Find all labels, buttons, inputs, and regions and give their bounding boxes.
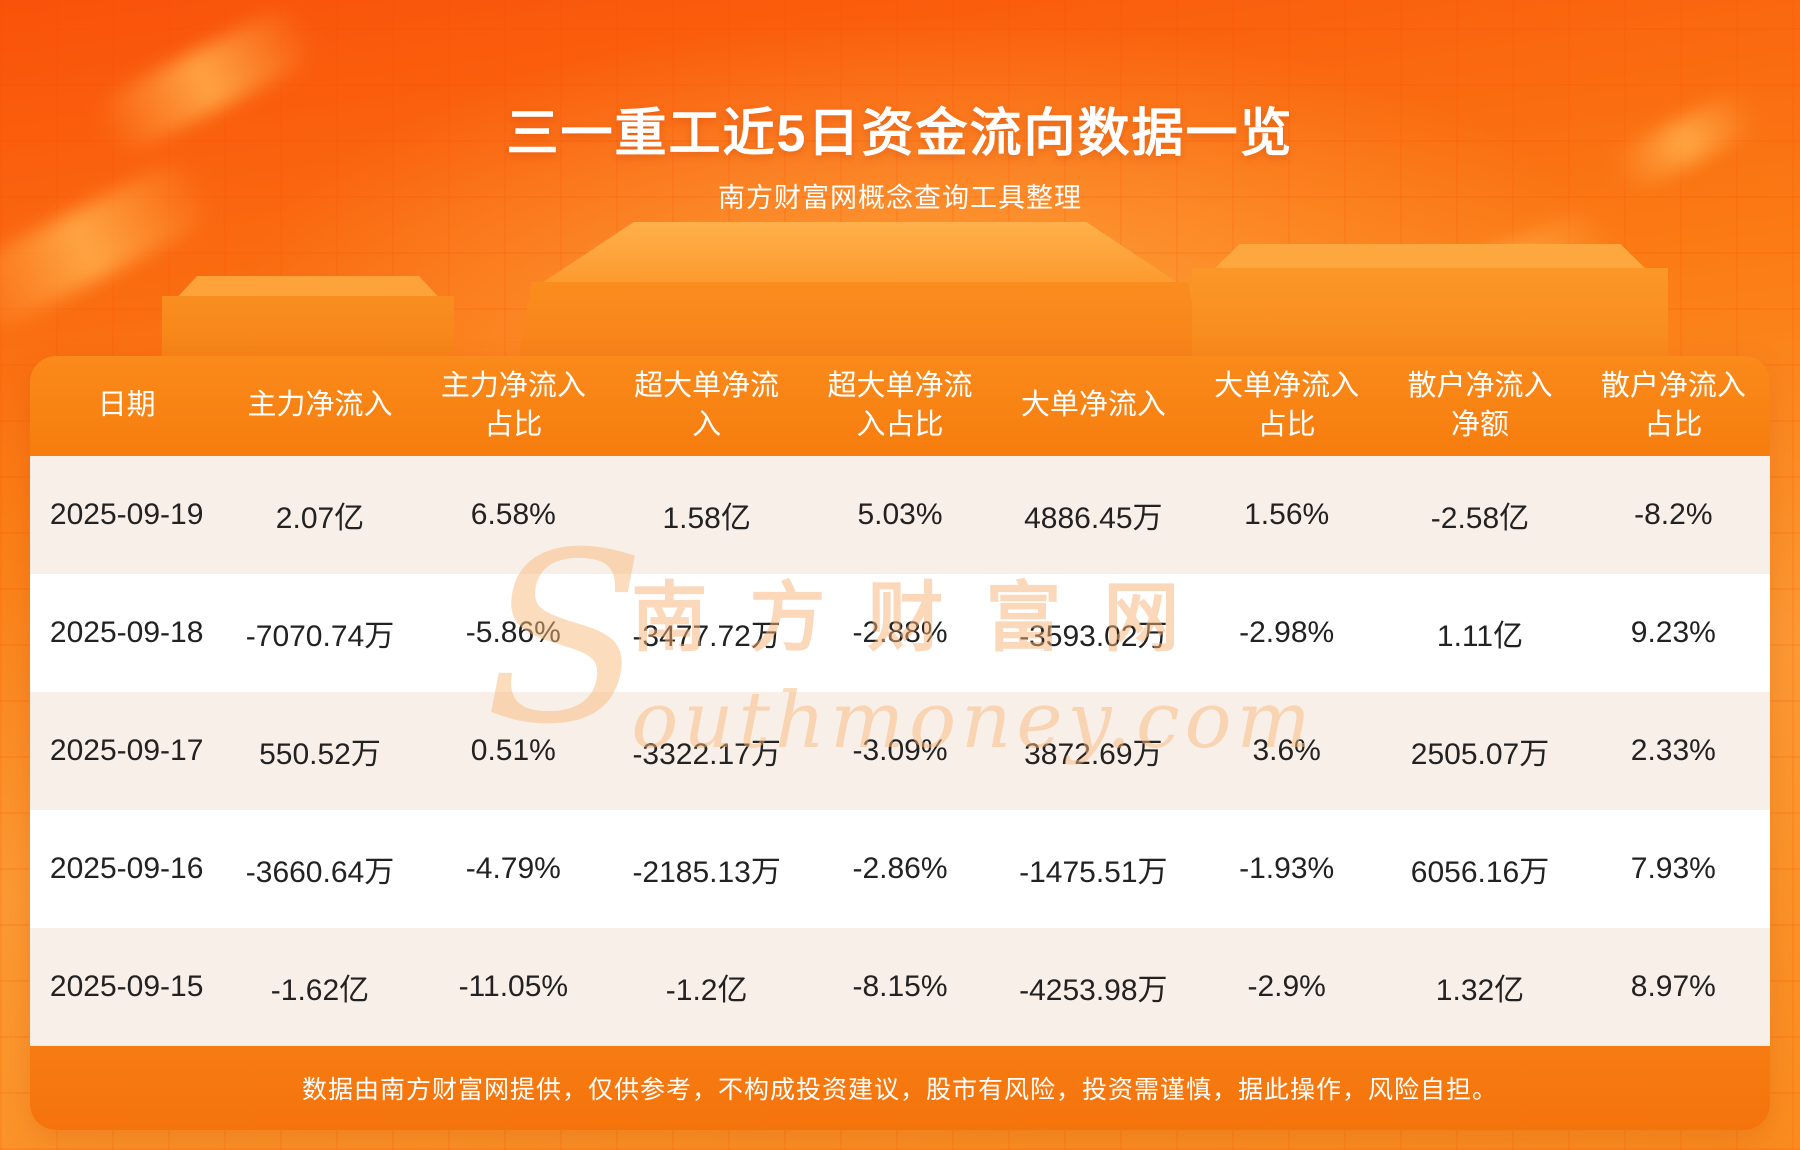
table-cell: 2025-09-15 — [49, 970, 204, 1003]
column-header: 主力净流入 — [247, 389, 393, 422]
table-cell: -7070.74万 — [245, 620, 395, 653]
table-cell: 1.56% — [1244, 498, 1330, 531]
column-header: 主力净流入占比 — [440, 369, 586, 441]
table-row: 2025-09-16 -3660.64万 -4.79% -2185.13万 -2.86%… — [30, 810, 1770, 928]
column-header: 大单净流入 — [1020, 389, 1166, 422]
table-cell: -2185.13万 — [632, 856, 781, 889]
table-cell: -8.15% — [852, 970, 948, 1003]
table-row: 2025-09-15 -1.62亿 -11.05% -1.2亿 -8.15% -4253.… — [30, 928, 1770, 1046]
table-cell: 3.6% — [1252, 734, 1321, 767]
podium-right-block-front — [1192, 268, 1668, 360]
table-cell: 9.23% — [1630, 616, 1716, 649]
page-subtitle: 南方财富网概念查询工具整理 — [718, 183, 1082, 213]
table-cell: -1.62亿 — [270, 974, 370, 1007]
table-header-row: 日期 主力净流入 主力净流入占比 超大单净流入 超大单净流入占比 大单净流入 大单净流入占比… — [30, 356, 1770, 456]
podium-left-block-top — [176, 276, 440, 298]
podium-left-block-front — [162, 296, 454, 360]
table-cell: 0.51% — [470, 734, 556, 767]
table-cell: -5.86% — [465, 616, 561, 649]
table-row: 2025-09-18 -7070.74万 -5.86% -3477.72万 -2.88%… — [30, 574, 1770, 692]
page-title: 三一重工近5日资金流向数据一览 — [506, 104, 1294, 163]
table-cell: -3593.02万 — [1019, 620, 1168, 653]
table-cell: 6056.16万 — [1410, 856, 1550, 889]
table-cell: 2505.07万 — [1410, 738, 1550, 771]
podium-stage-front — [518, 282, 1202, 362]
table-cell: -2.58亿 — [1430, 502, 1530, 535]
table-cell: 2025-09-18 — [49, 616, 204, 649]
table-cell: -11.05% — [458, 970, 569, 1003]
column-header: 大单净流入占比 — [1214, 369, 1360, 441]
table-cell: -3322.17万 — [632, 738, 781, 771]
table-cell: 550.52万 — [259, 738, 381, 771]
column-header: 超大单净流入 — [634, 369, 780, 441]
table-cell: 2025-09-16 — [49, 852, 204, 885]
disclaimer-bar: 数据由南方财富网提供，仅供参考，不构成投资建议，股市有风险，投资需谨慎，据此操作… — [30, 1046, 1770, 1130]
table-cell: -4.79% — [465, 852, 561, 885]
table-cell: -3.09% — [852, 734, 948, 767]
table-cell: 2.07亿 — [275, 502, 365, 535]
table-cell: -8.2% — [1634, 498, 1713, 531]
table-cell: 3872.69万 — [1024, 738, 1163, 771]
table-cell: -3660.64万 — [245, 856, 395, 889]
table-cell: 1.32亿 — [1435, 974, 1525, 1007]
table-cell: -1475.51万 — [1019, 856, 1168, 889]
table-cell: 1.58亿 — [662, 502, 751, 535]
table-cell: 7.93% — [1630, 852, 1716, 885]
table-cell: -1.93% — [1239, 852, 1335, 885]
podium-stage-top — [540, 222, 1180, 284]
table-row: 2025-09-19 2.07亿 6.58% 1.58亿 5.03% 4886.45万 1.… — [30, 456, 1770, 574]
table-cell: -4253.98万 — [1019, 974, 1168, 1007]
table-cell: 4886.45万 — [1024, 502, 1163, 535]
table-row: 2025-09-17 550.52万 0.51% -3322.17万 -3.09% 387… — [30, 692, 1770, 810]
table-cell: -1.2亿 — [665, 974, 748, 1007]
table-cell: 1.11亿 — [1436, 620, 1524, 653]
table-cell: 2025-09-19 — [49, 498, 204, 531]
disclaimer-text: 数据由南方财富网提供，仅供参考，不构成投资建议，股市有风险，投资需谨慎，据此操作… — [301, 1076, 1498, 1104]
column-header: 散户净流入占比 — [1600, 369, 1746, 441]
fund-flow-table: 日期 主力净流入 主力净流入占比 超大单净流入 超大单净流入占比 大单净流入 大单净流入占比… — [30, 356, 1770, 1130]
column-header: 超大单净流入占比 — [827, 369, 973, 441]
table-cell: 5.03% — [857, 498, 943, 531]
table-cell: 6.58% — [470, 498, 556, 531]
table-cell: 8.97% — [1630, 970, 1716, 1003]
column-header: 散户净流入净额 — [1407, 369, 1553, 441]
table-body: 2025-09-19 2.07亿 6.58% 1.58亿 5.03% 4886.45万 1.… — [30, 456, 1770, 1046]
table-cell: -2.9% — [1247, 970, 1326, 1003]
table-cell: 2025-09-17 — [49, 734, 204, 767]
table-cell: 2.33% — [1630, 734, 1716, 767]
podium-right-block-top — [1211, 244, 1649, 272]
column-header: 日期 — [97, 389, 156, 422]
table-cell: -2.98% — [1239, 616, 1335, 649]
table-cell: -2.88% — [852, 616, 948, 649]
table-cell: -3477.72万 — [632, 620, 781, 653]
table-cell: -2.86% — [852, 852, 948, 885]
